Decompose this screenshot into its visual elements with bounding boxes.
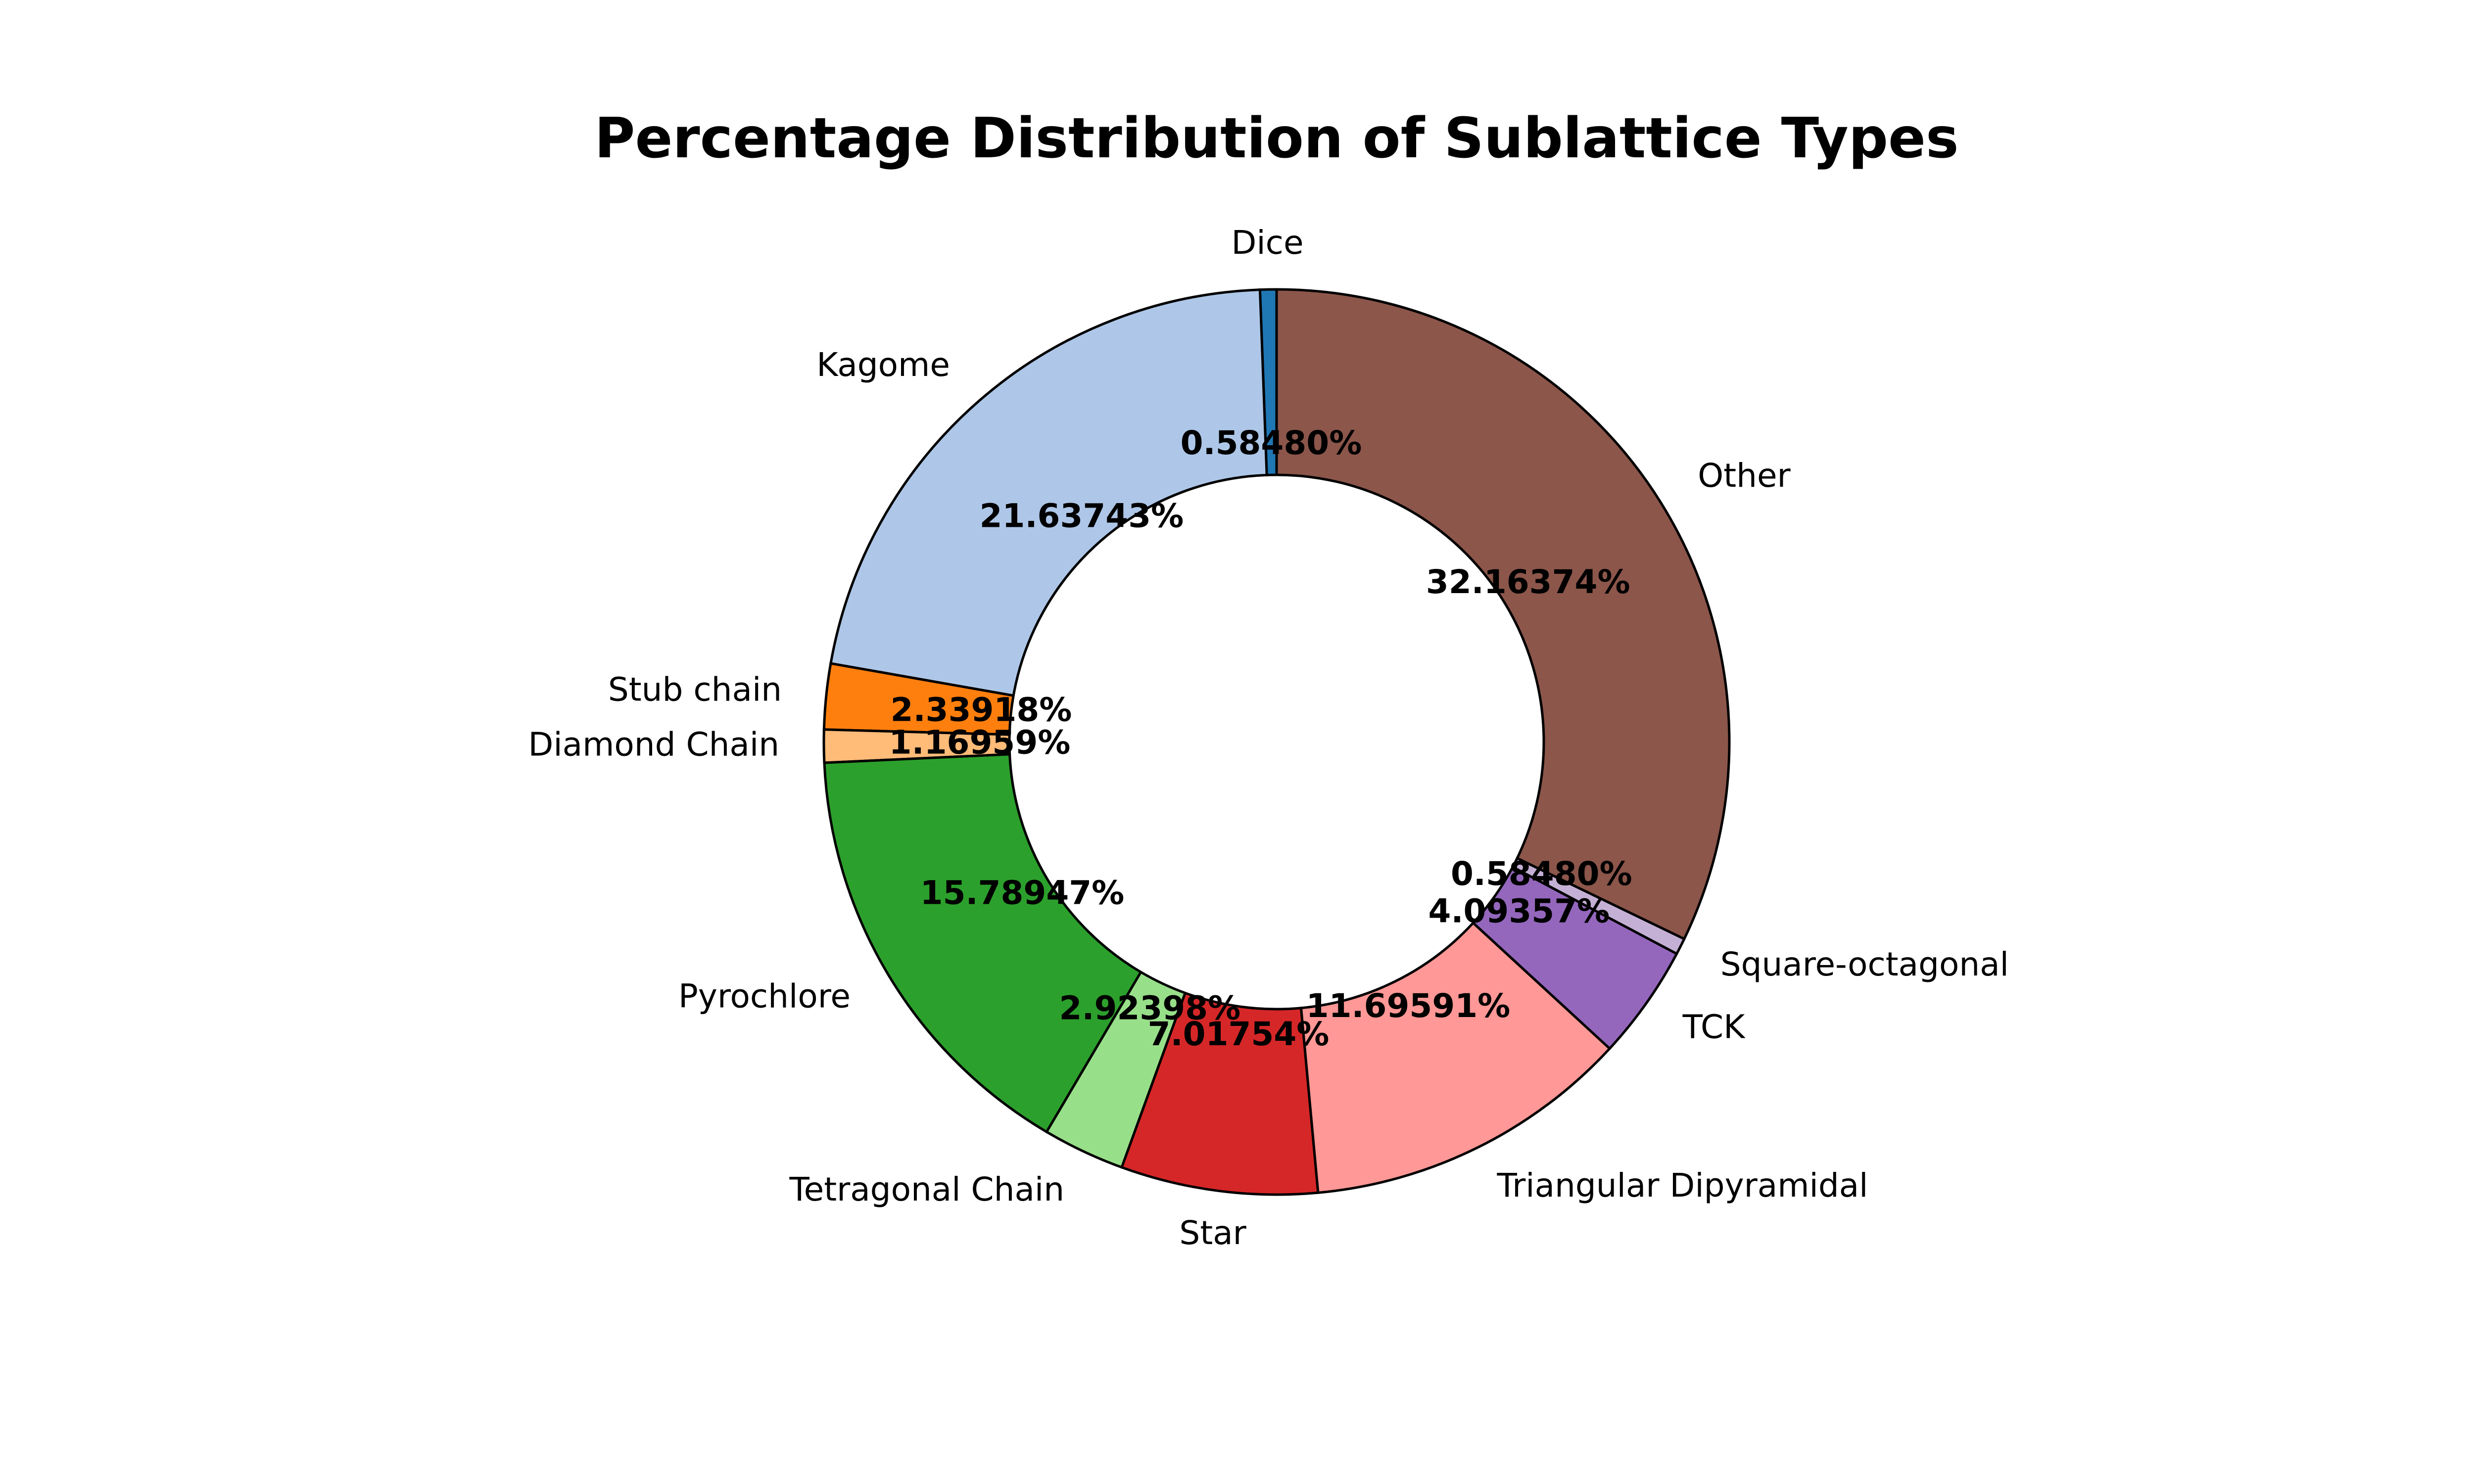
percent-label-pyrochlore: 15.78947% (920, 874, 1125, 912)
percent-label-square-octagonal: 0.58480% (1451, 855, 1632, 893)
slice-label-stub-chain: Stub chain (608, 671, 782, 709)
slice-label-tck: TCK (1682, 1008, 1746, 1046)
slice-labels: Dice Kagome Stub chain Diamond Chain Pyrochl… (528, 224, 2009, 1252)
percent-labels: 0.58480% 21.63743% 2.33918%1.16959% 15.7894… (889, 424, 1632, 1053)
slice-label-tetragonal-chain: Tetragonal Chain (789, 1170, 1065, 1208)
slice-other (1275, 288, 1731, 941)
percent-label-triangular-dipyramidal: 11.69591% (1306, 987, 1511, 1025)
percent-label-stub-chain: 2.33918% (891, 691, 1072, 729)
pie-slices (822, 288, 1731, 1196)
percent-label-diamond-chain: 1.16959% (889, 724, 1071, 762)
percent-label-dice: 0.58480% (1181, 424, 1362, 462)
slice-label-star: Star (1179, 1214, 1246, 1252)
slice-pyrochlore (823, 753, 1143, 1134)
slice-label-pyrochlore: Pyrochlore (678, 977, 851, 1015)
percent-label-tck: 4.09357% (1428, 892, 1610, 930)
slice-label-triangular-dipyramidal: Triangular Dipyramidal (1497, 1166, 1868, 1205)
percent-label-kagome: 21.63743% (980, 497, 1184, 535)
percent-label-other: 32.16374% (1426, 563, 1630, 601)
slice-label-diamond-chain: Diamond Chain (528, 725, 780, 763)
percent-label-tetragonal-chain: 2.92398% (1059, 989, 1241, 1027)
slice-label-dice: Dice (1232, 224, 1304, 262)
slice-label-kagome: Kagome (816, 346, 950, 384)
slice-kagome (829, 288, 1268, 697)
slice-label-square-octagonal: Square-octagonal (1720, 945, 2009, 983)
slice-triangular-dipyramidal (1299, 921, 1612, 1194)
percent-label-star: 7.01754% (1148, 1015, 1330, 1053)
chart-title: Percentage Distribution of Sublattice Ty… (594, 106, 1958, 171)
slice-label-other: Other (1698, 457, 1791, 495)
